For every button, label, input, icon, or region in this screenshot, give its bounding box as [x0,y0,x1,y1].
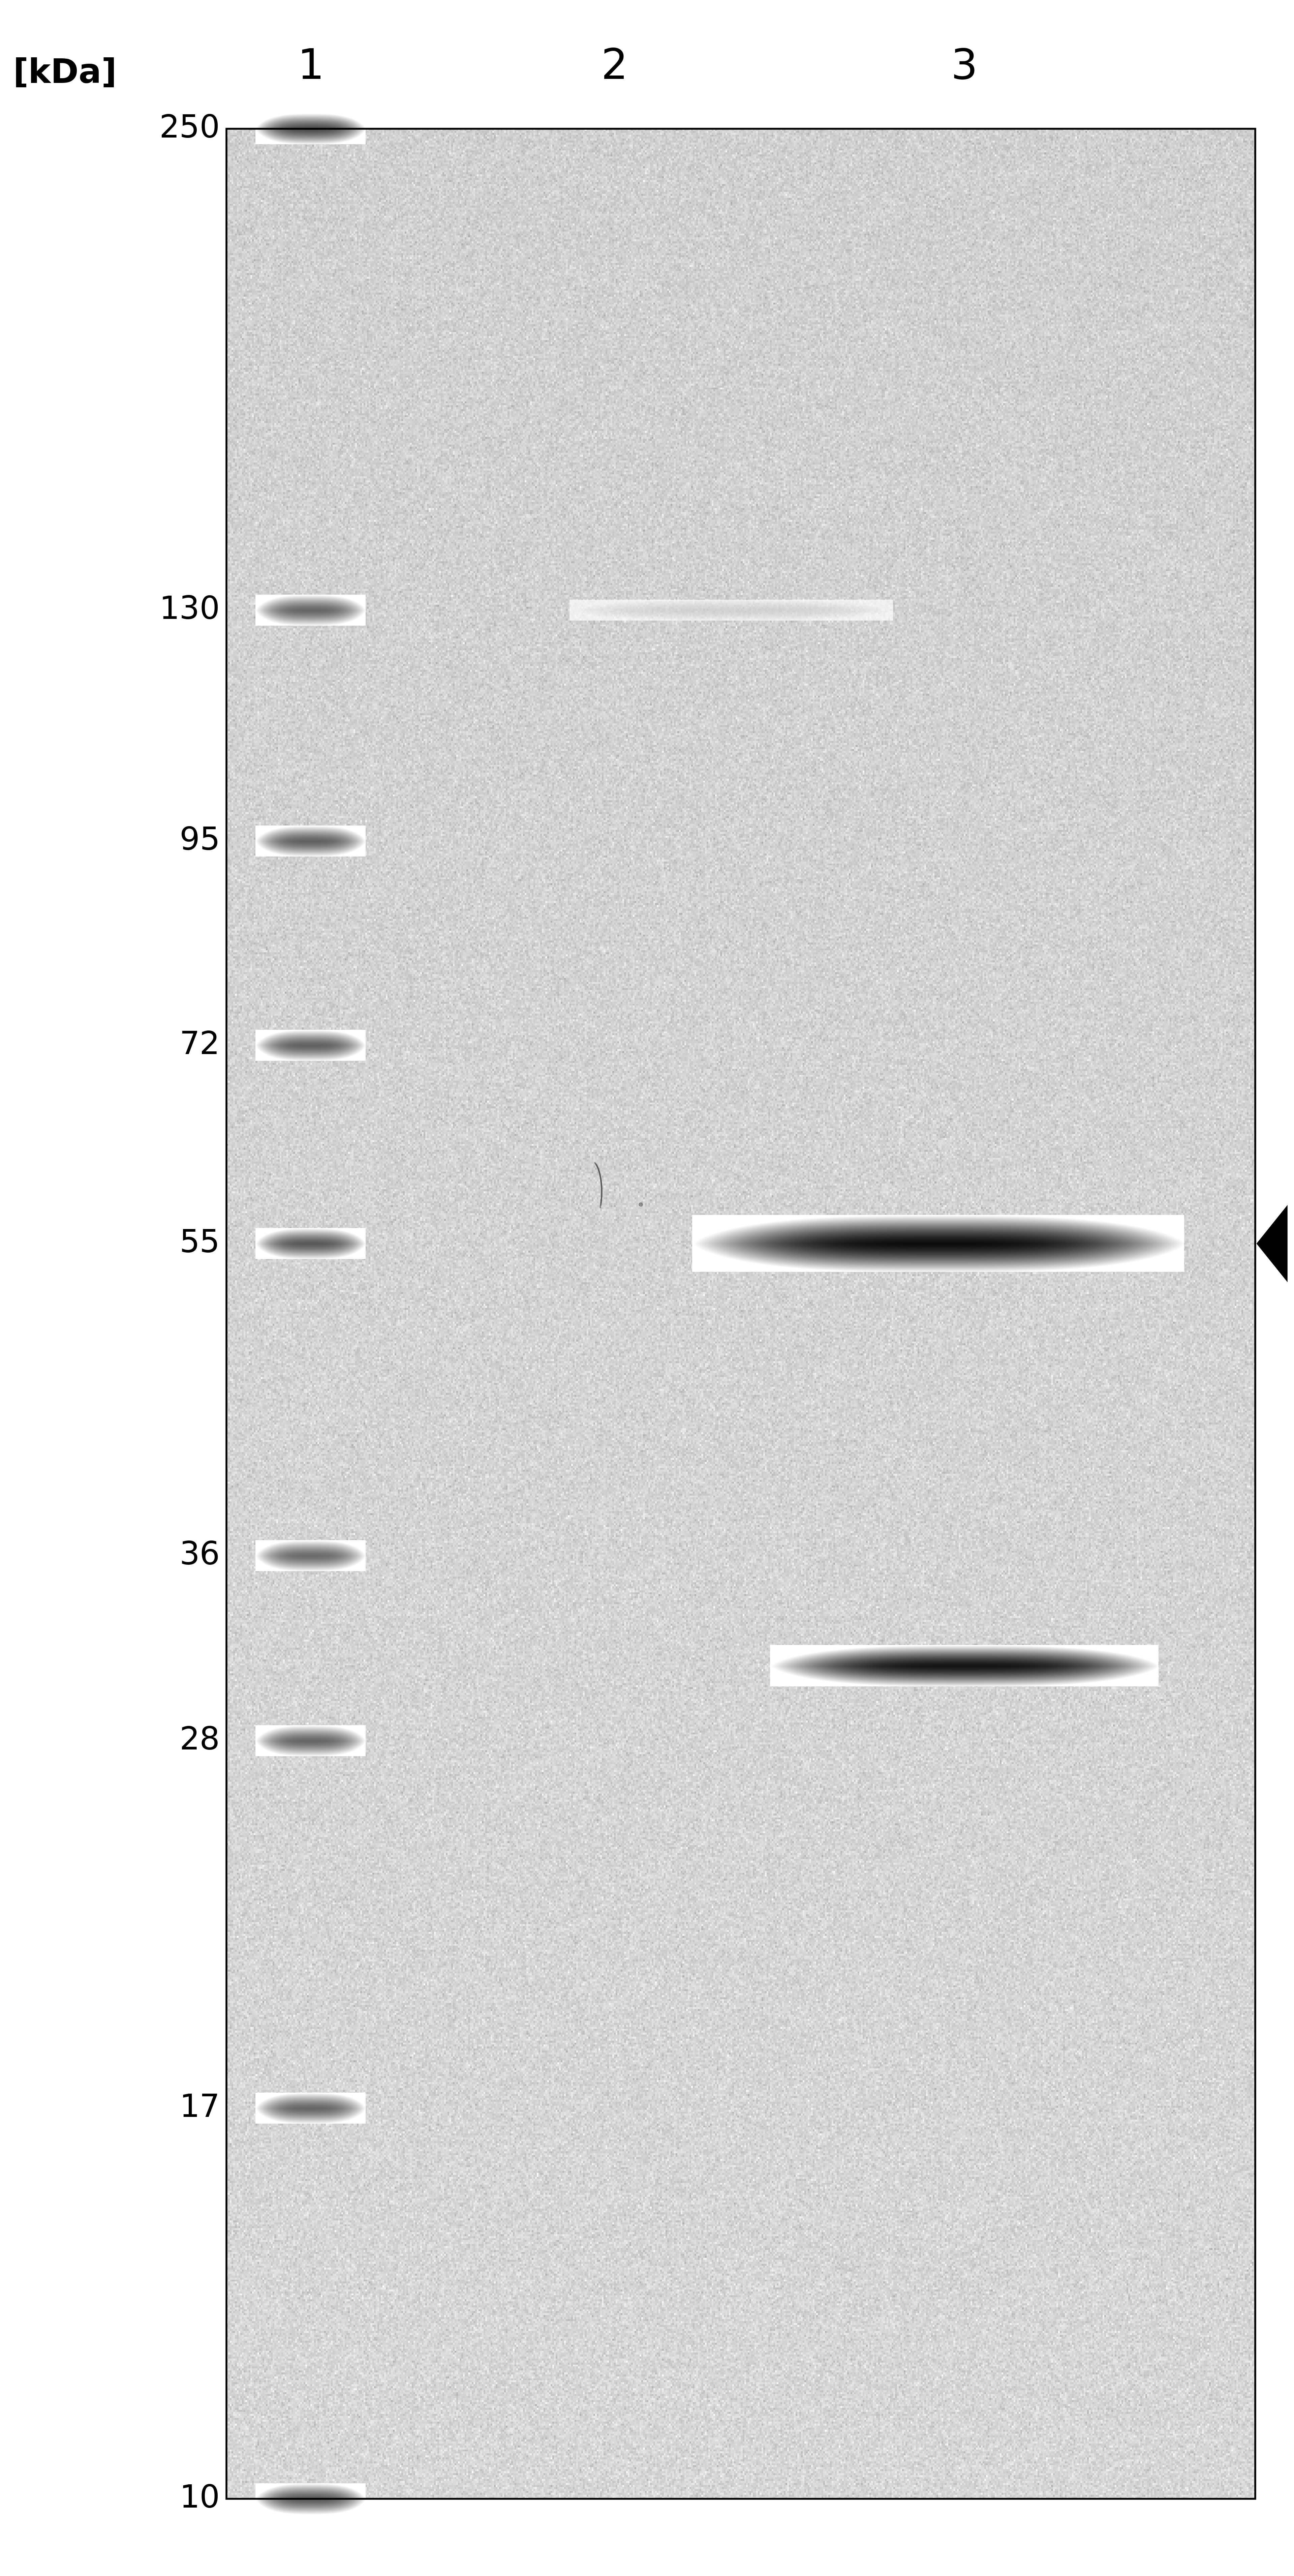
Polygon shape [1256,1206,1288,1283]
Text: [kDa]: [kDa] [13,57,116,90]
Text: 72: 72 [180,1030,220,1061]
Text: 28: 28 [180,1726,220,1757]
Text: 130: 130 [159,595,220,626]
Text: 36: 36 [180,1540,220,1571]
Text: 55: 55 [180,1229,220,1260]
Bar [226,129,1255,2499]
Text: 3: 3 [951,46,977,88]
Text: 17: 17 [180,2092,220,2123]
Text: 250: 250 [159,113,220,144]
Text: 95: 95 [180,827,220,858]
Text: 1: 1 [298,46,324,88]
Text: 10: 10 [180,2483,220,2514]
Text: 2: 2 [602,46,628,88]
